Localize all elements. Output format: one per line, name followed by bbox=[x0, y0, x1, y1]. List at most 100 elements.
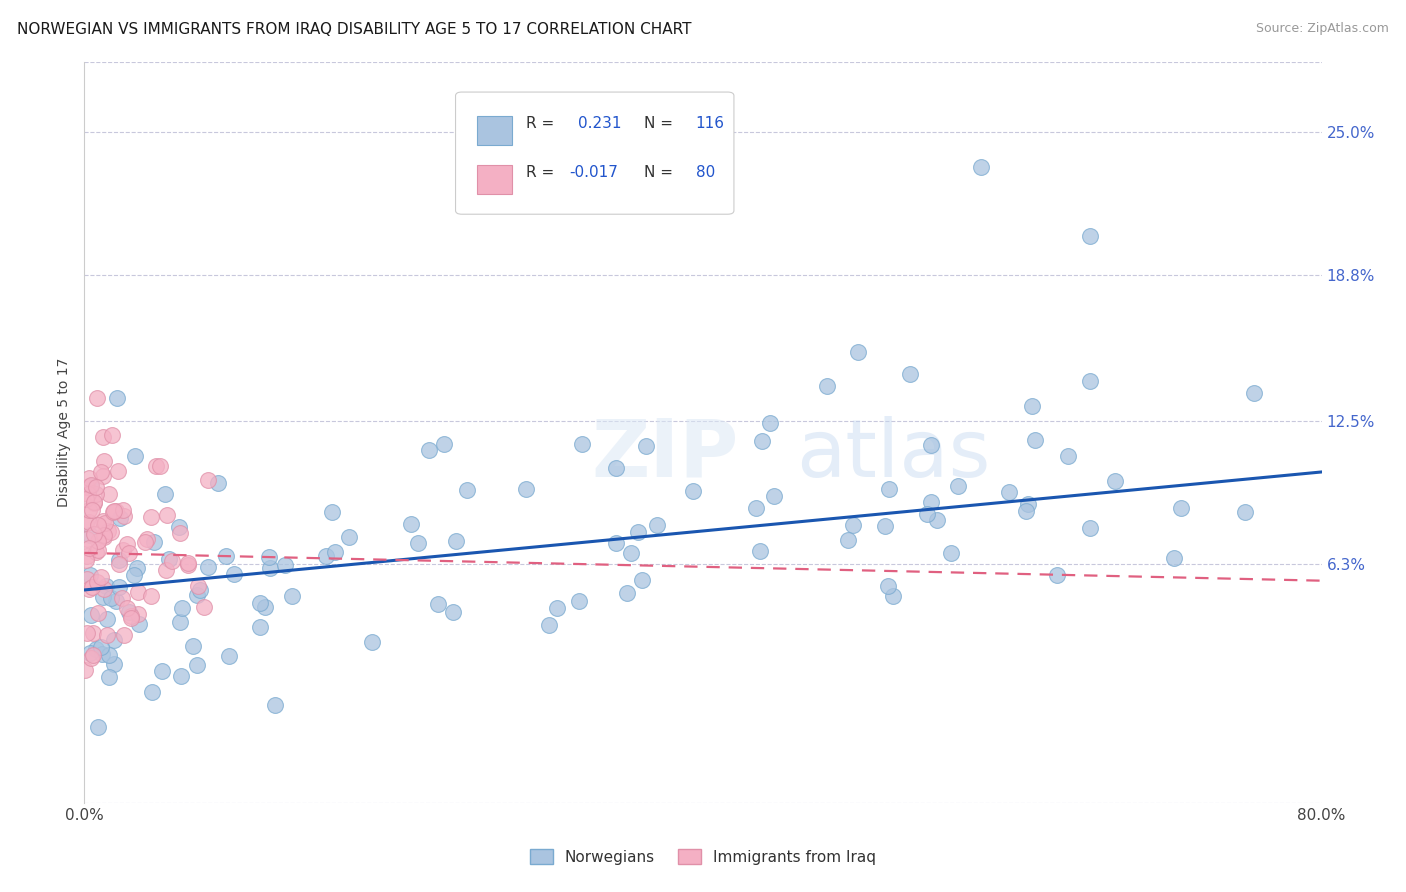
Point bbox=[187, 578, 209, 592]
Point bbox=[846, 344, 869, 359]
Point bbox=[145, 459, 167, 474]
Point bbox=[898, 368, 921, 382]
Point bbox=[87, 534, 110, 549]
Point bbox=[568, 594, 591, 608]
Point bbox=[94, 516, 117, 531]
Point bbox=[167, 519, 190, 533]
Point bbox=[75, 663, 97, 677]
Point bbox=[682, 483, 704, 498]
Point bbox=[751, 434, 773, 449]
Point bbox=[1056, 449, 1078, 463]
Point bbox=[108, 510, 131, 524]
Point bbox=[418, 443, 440, 458]
Point bbox=[443, 605, 465, 619]
Point bbox=[76, 487, 98, 501]
Point bbox=[98, 486, 121, 500]
Point bbox=[875, 519, 897, 533]
Point bbox=[631, 573, 654, 587]
Point bbox=[1170, 500, 1192, 515]
Point bbox=[1104, 474, 1126, 488]
Point bbox=[970, 160, 993, 174]
Point bbox=[946, 479, 969, 493]
Point bbox=[1046, 568, 1069, 582]
Point bbox=[186, 588, 208, 602]
Point bbox=[75, 516, 97, 531]
Point bbox=[762, 489, 785, 503]
Point bbox=[108, 553, 131, 567]
Text: N =: N = bbox=[644, 164, 678, 179]
Point bbox=[605, 461, 627, 475]
Text: atlas: atlas bbox=[796, 416, 990, 494]
Point bbox=[620, 546, 643, 560]
Point bbox=[86, 575, 108, 590]
Point bbox=[634, 439, 657, 453]
Point bbox=[605, 536, 627, 550]
Text: R =: R = bbox=[526, 164, 560, 179]
Point bbox=[197, 560, 219, 574]
Legend: Norwegians, Immigrants from Iraq: Norwegians, Immigrants from Iraq bbox=[526, 844, 880, 869]
Text: NORWEGIAN VS IMMIGRANTS FROM IRAQ DISABILITY AGE 5 TO 17 CORRELATION CHART: NORWEGIAN VS IMMIGRANTS FROM IRAQ DISABI… bbox=[17, 22, 692, 37]
Point bbox=[160, 554, 183, 568]
Point bbox=[321, 505, 343, 519]
Point bbox=[122, 568, 145, 582]
Point bbox=[222, 566, 245, 581]
Point bbox=[83, 526, 105, 541]
Point bbox=[920, 438, 942, 452]
Y-axis label: Disability Age 5 to 17: Disability Age 5 to 17 bbox=[58, 358, 72, 508]
Point bbox=[135, 532, 157, 546]
Point bbox=[80, 503, 103, 517]
Point bbox=[877, 482, 900, 496]
Point bbox=[127, 585, 149, 599]
Point bbox=[546, 601, 568, 615]
Point bbox=[86, 391, 108, 405]
Point bbox=[80, 478, 103, 492]
Point bbox=[186, 658, 208, 673]
Point bbox=[337, 530, 360, 544]
Point bbox=[82, 580, 104, 594]
Point bbox=[1234, 505, 1257, 519]
Point bbox=[408, 535, 430, 549]
Point bbox=[75, 553, 97, 567]
Point bbox=[169, 615, 191, 630]
Point bbox=[90, 569, 112, 583]
Point bbox=[79, 568, 101, 582]
Point bbox=[112, 543, 135, 558]
Point bbox=[1017, 497, 1039, 511]
Point bbox=[96, 612, 118, 626]
Point bbox=[627, 524, 650, 539]
Point bbox=[1078, 520, 1101, 534]
Point bbox=[842, 518, 865, 533]
Point bbox=[207, 475, 229, 490]
Point bbox=[93, 531, 115, 545]
Point bbox=[82, 648, 104, 662]
Point bbox=[79, 647, 101, 661]
Point bbox=[101, 428, 124, 442]
Point bbox=[107, 464, 129, 478]
Point bbox=[150, 665, 173, 679]
FancyBboxPatch shape bbox=[477, 116, 512, 145]
Point bbox=[100, 591, 122, 605]
Point bbox=[84, 641, 107, 656]
Point bbox=[84, 479, 107, 493]
Point bbox=[315, 549, 337, 563]
Point bbox=[120, 610, 142, 624]
Point bbox=[118, 546, 141, 560]
Point bbox=[101, 505, 124, 519]
Point bbox=[115, 536, 138, 550]
Point bbox=[877, 579, 900, 593]
Point bbox=[111, 591, 134, 605]
Point bbox=[98, 648, 121, 662]
Point bbox=[111, 503, 134, 517]
Point bbox=[77, 582, 100, 596]
Point bbox=[249, 620, 271, 634]
Point bbox=[169, 525, 191, 540]
Point bbox=[433, 437, 456, 451]
Point bbox=[645, 517, 668, 532]
Point bbox=[97, 670, 120, 684]
Point bbox=[323, 544, 346, 558]
Point bbox=[115, 600, 138, 615]
Point bbox=[218, 648, 240, 663]
Point bbox=[249, 596, 271, 610]
Point bbox=[446, 533, 468, 548]
Point bbox=[93, 582, 115, 596]
